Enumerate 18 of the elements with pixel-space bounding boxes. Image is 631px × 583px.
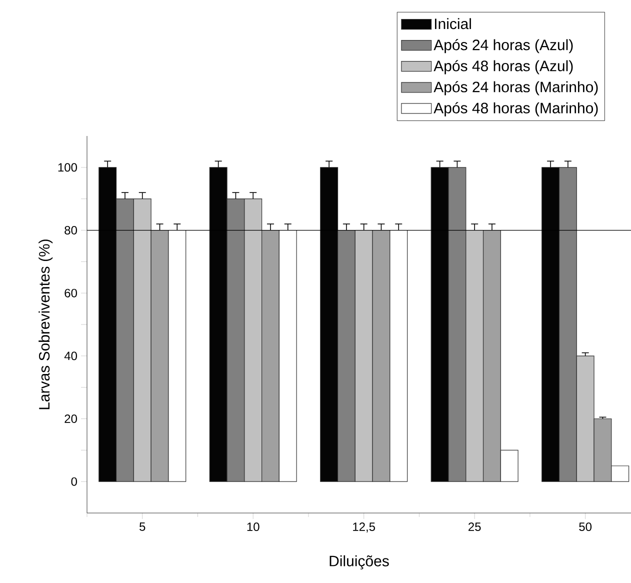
- legend-label: Após 24 horas (Azul): [434, 39, 573, 54]
- y-tick-label: 100: [58, 163, 77, 172]
- x-tick-label: 5: [140, 522, 146, 531]
- x-tick-label: 25: [468, 522, 481, 532]
- y-tick-label: 60: [64, 288, 77, 298]
- x-tick-label: 12,5: [353, 522, 376, 532]
- y-tick-label: 40: [64, 352, 77, 360]
- legend-label: Após 48 horas (Marinho): [434, 102, 598, 116]
- legend-label: Após 24 horas (Marinho): [434, 81, 598, 96]
- y-tick-label: 20: [64, 414, 77, 423]
- x-axis-title: Diluições: [330, 555, 389, 570]
- legend-label: Após 48 horas (Azul): [434, 60, 573, 74]
- y-tick-label: 0: [71, 477, 78, 486]
- x-tick-label: 10: [247, 522, 260, 532]
- y-axis-title: Larvas Sobreviventes (%): [38, 240, 53, 410]
- legend-label: Inicial: [434, 18, 471, 30]
- x-tick-label: 50: [579, 522, 592, 532]
- y-tick-label: 80: [64, 226, 77, 234]
